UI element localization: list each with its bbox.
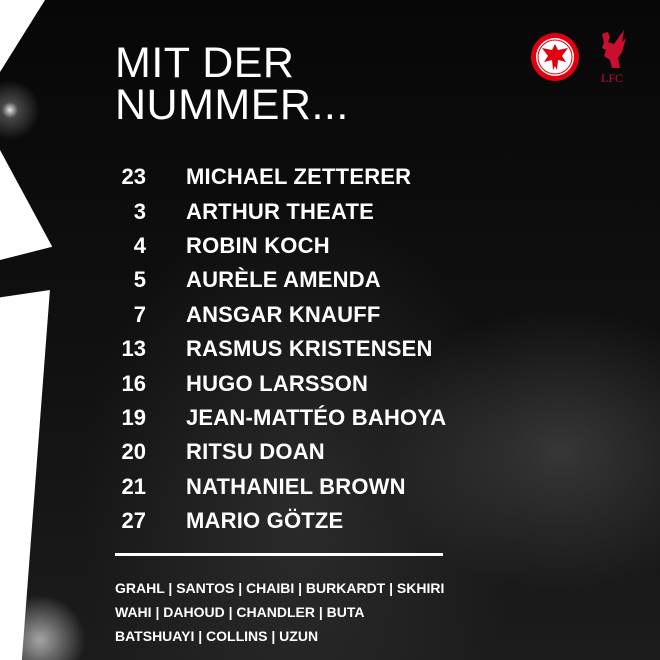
player-name: RASMUS KRISTENSEN [186,336,433,362]
player-name: JEAN-MATTÉO BAHOYA [186,404,447,430]
player-row: 16 HUGO LARSSON [112,366,446,400]
shirt-number: 7 [133,301,146,327]
player-name: ARTHUR THEATE [186,198,374,224]
shirt-number: 20 [121,439,146,465]
player-name: HUGO LARSSON [186,370,369,396]
divider [115,553,443,556]
player-row: 19 JEAN-MATTÉO BAHOYA [112,401,447,435]
shirt-number: 5 [133,267,146,293]
shirt-number: 23 [121,164,146,190]
eintracht-frankfurt-crest-icon [531,33,579,81]
player-row: 5 AURÈLE AMENDA [112,263,446,297]
player-row: 20 RITSU DOAN [112,435,446,469]
player-row: 21 NATHANIEL BROWN [112,470,446,504]
jersey-shape [0,0,45,72]
substitutes-line: BATSHUAYI | COLLINS | UZUN [115,628,319,644]
player-name: MARIO GÖTZE [186,508,344,534]
shirt-number: 16 [121,370,146,396]
player-row: 3 ARTHUR THEATE [112,194,446,228]
shirt-number: 27 [121,508,146,534]
shirt-number: 19 [121,404,146,430]
page-title: MIT DER NUMMER... [115,39,349,129]
svg-text:LFC: LFC [601,71,623,85]
player-row: 27 MARIO GÖTZE [112,504,446,538]
player-name: MICHAEL ZETTERER [186,164,412,190]
shirt-number: 3 [133,198,146,224]
player-row: 7 ANSGAR KNAUFF [112,298,446,332]
player-row: 4 ROBIN KOCH [112,229,446,263]
jersey-shape [0,150,53,260]
shirt-number: 13 [121,336,146,362]
shirt-number: 4 [133,232,146,258]
player-name: AURÈLE AMENDA [186,267,381,293]
substitutes-line: WAHI | DAHOUD | CHANDLER | BUTA [115,604,365,620]
player-name: ANSGAR KNAUFF [186,301,381,327]
player-row: 23 MICHAEL ZETTERER [112,160,446,194]
title-line: MIT DER [115,39,295,87]
substitutes: GRAHL | SANTOS | CHAIBI | BURKARDT | SKH… [115,576,444,648]
player-name: NATHANIEL BROWN [186,473,406,499]
club-logos: LFC [530,28,630,86]
title-line: NUMMER... [115,81,349,129]
shirt-number: 21 [121,473,146,499]
player-row: 13 RASMUS KRISTENSEN [112,332,446,366]
starting-lineup: 23 MICHAEL ZETTERER 3 ARTHUR THEATE 4 ROBIN K… [112,160,447,538]
player-name: ROBIN KOCH [186,232,330,258]
player-name: RITSU DOAN [186,439,325,465]
substitutes-line: GRAHL | SANTOS | CHAIBI | BURKARDT | SKH… [115,580,445,596]
liverpool-fc-crest-icon: LFC [601,30,626,85]
jersey-shape [0,290,50,660]
